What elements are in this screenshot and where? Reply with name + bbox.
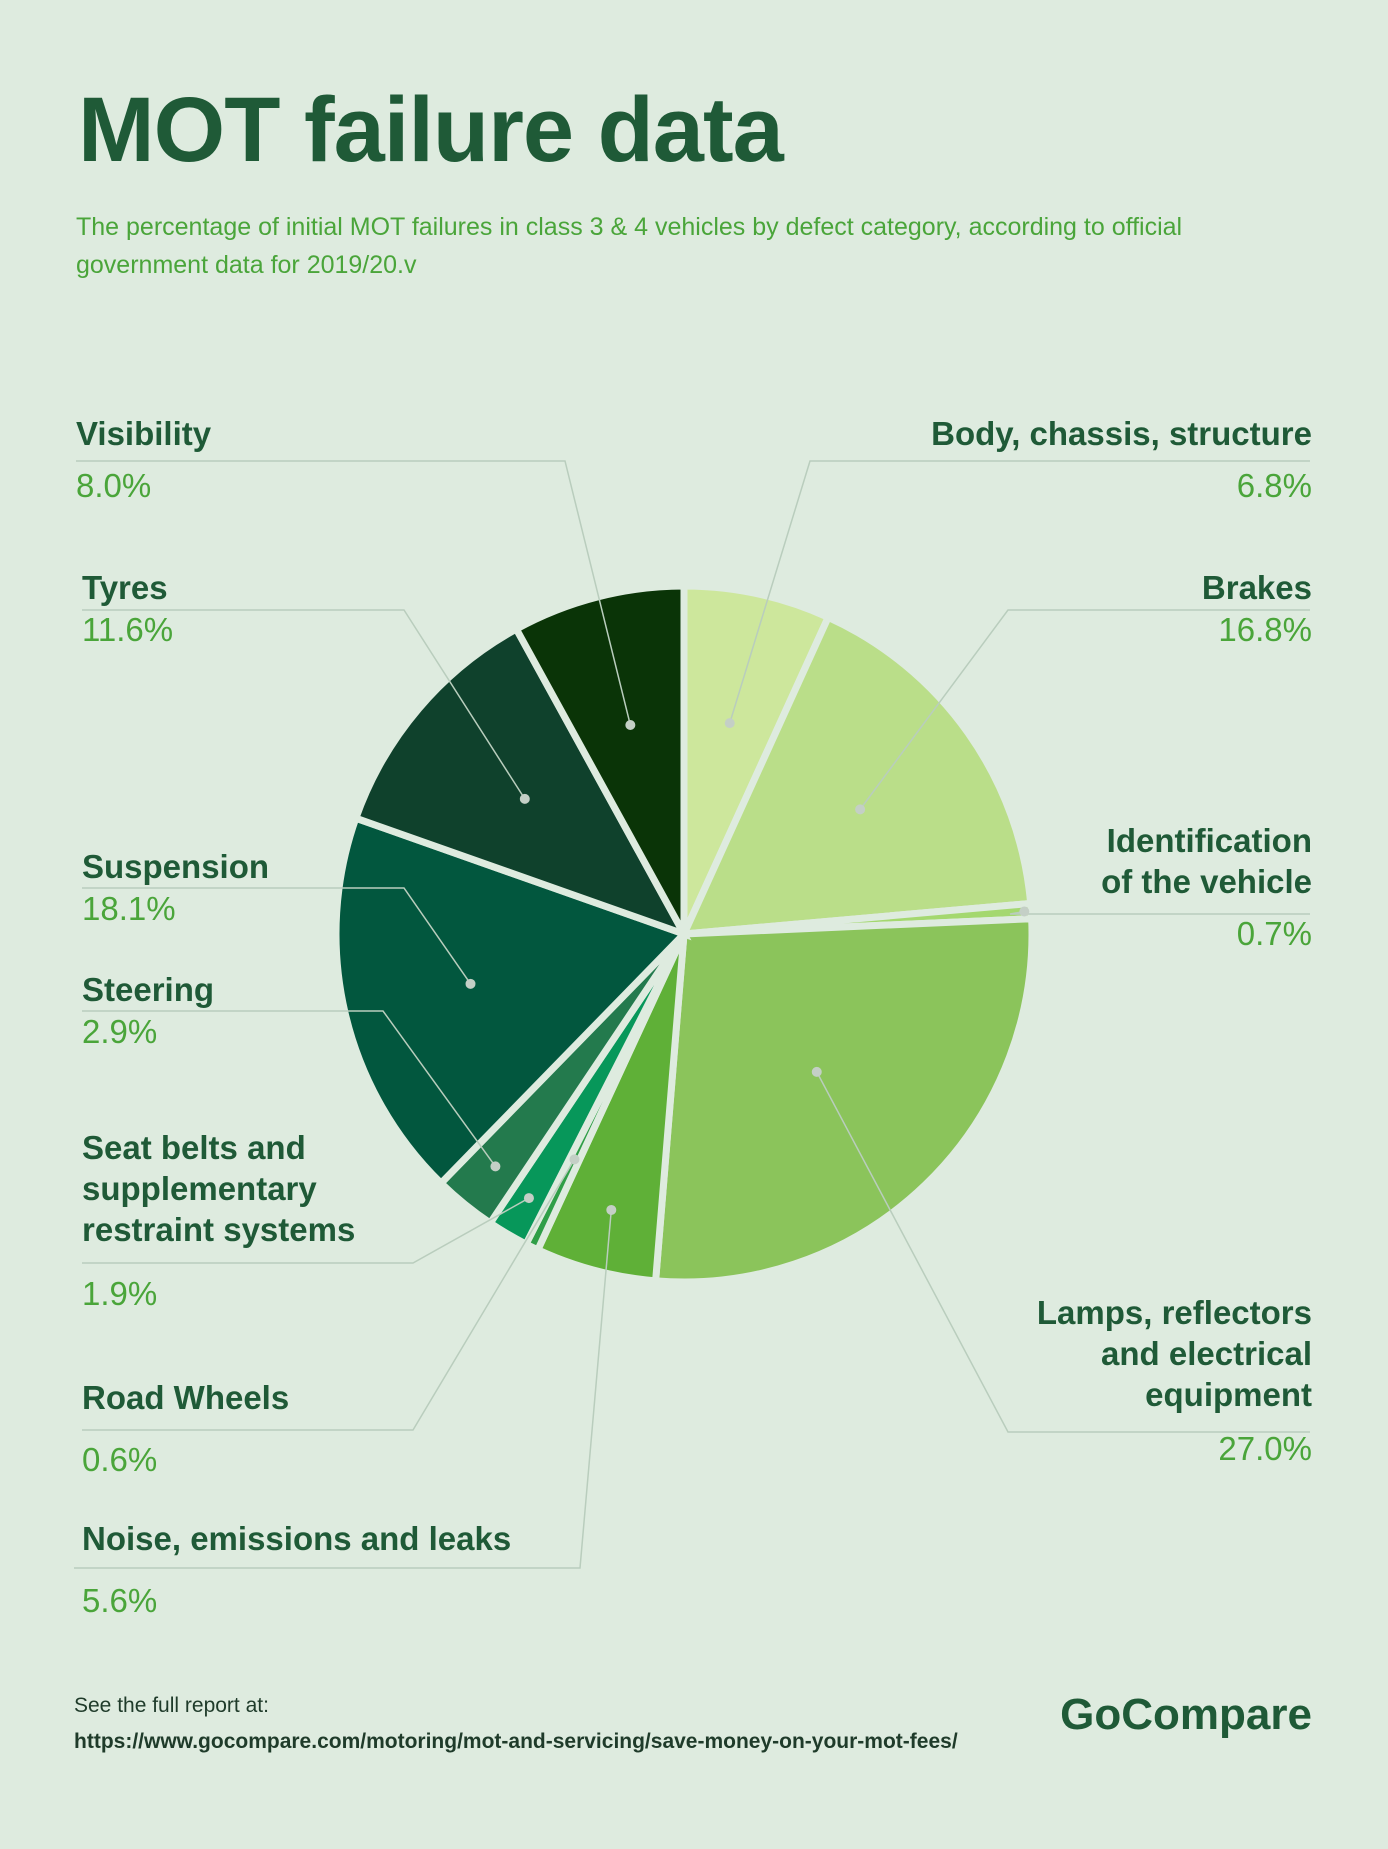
label-name: Body, chassis, structure [931, 415, 1312, 452]
label-percent: 0.7% [1236, 915, 1312, 952]
label-name: Road Wheels [82, 1379, 290, 1416]
label-name-line-1: Seat belts and [82, 1129, 306, 1166]
label-noise-emissions-leaks: Noise, emissions and leaks 5.6% [82, 1518, 511, 1621]
label-percent: 5.6% [82, 1582, 158, 1619]
leader-dot [1019, 906, 1030, 917]
leader-dot [606, 1204, 617, 1215]
page-subtitle: The percentage of initial MOT failures i… [76, 213, 1183, 279]
leader-line [82, 887, 472, 985]
leader-line [729, 460, 1310, 724]
gocompare-logo: GoCompare [1060, 1690, 1312, 1739]
leader-line [74, 1209, 613, 1569]
label-name-line-3: equipment [1145, 1376, 1312, 1413]
label-identification-of-the-vehicle: Identification of the vehicle 0.7% [1101, 820, 1312, 954]
label-percent: 2.9% [82, 1013, 158, 1050]
pie-slice-suspension [332, 813, 691, 1189]
leader-dot [569, 1154, 580, 1165]
label-percent: 27.0% [1218, 1430, 1312, 1467]
leader-line [859, 609, 1310, 810]
label-name-line-1: Identification [1106, 822, 1312, 859]
label-name-line-1: Lamps, reflectors [1036, 1294, 1312, 1331]
leader-line [816, 1071, 1310, 1433]
leader-dot [855, 804, 866, 815]
label-name-line-2: supplementary [82, 1170, 317, 1207]
leader-line [82, 1197, 530, 1264]
pie-slice-brakes [678, 612, 1035, 939]
page-title: MOT failure data [78, 79, 784, 181]
report-link[interactable]: https://www.gocompare.com/motoring/mot-a… [74, 1730, 958, 1753]
label-suspension: Suspension 18.1% [82, 846, 269, 929]
label-brakes: Brakes 16.8% [1202, 567, 1312, 650]
label-seat-belts: Seat belts and supplementary restraint s… [82, 1127, 355, 1314]
leader-line [76, 460, 632, 726]
leader-line [82, 1010, 497, 1167]
label-percent: 18.1% [82, 890, 176, 927]
leader-dot [811, 1066, 822, 1077]
leader-dot [465, 978, 476, 989]
label-road-wheels: Road Wheels 0.6% [82, 1377, 289, 1480]
leader-dot [724, 718, 735, 729]
label-percent: 1.9% [82, 1275, 158, 1312]
label-percent: 6.8% [1236, 467, 1312, 504]
label-name-line-2: of the vehicle [1101, 863, 1312, 900]
leader-line [82, 1158, 576, 1431]
label-name: Tyres [82, 569, 168, 606]
footer-note: See the full report at: [74, 1694, 269, 1717]
label-percent: 16.8% [1218, 611, 1312, 648]
pie-slice-tyres [351, 624, 692, 941]
label-name: Brakes [1201, 569, 1312, 606]
leader-dot [519, 793, 530, 804]
leader-dot [490, 1161, 501, 1172]
label-name: Suspension [82, 848, 270, 885]
label-percent: 11.6% [82, 611, 174, 648]
label-percent: 8.0% [76, 467, 152, 504]
pie-slice-lamps-reflectors-and-electrical-equipment [651, 915, 1036, 1286]
label-steering: Steering 2.9% [82, 969, 214, 1052]
label-lamps-reflectors-electrical: Lamps, reflectors and electrical equipme… [1037, 1292, 1312, 1469]
label-percent: 0.6% [82, 1441, 158, 1478]
label-body-chassis-structure: Body, chassis, structure 6.8% [931, 413, 1312, 506]
label-name-line-2: and electrical [1101, 1335, 1312, 1372]
leader-dot [625, 720, 636, 731]
label-name: Visibility [76, 415, 212, 452]
leader-dot [523, 1193, 534, 1204]
leader-line [82, 609, 526, 800]
label-tyres: Tyres 11.6% [82, 567, 173, 650]
label-name: Noise, emissions and leaks [82, 1520, 512, 1557]
label-name-line-3: restraint systems [82, 1211, 356, 1248]
pie-slice-visibility [511, 582, 688, 936]
label-visibility: Visibility 8.0% [76, 413, 211, 506]
label-name: Steering [82, 971, 215, 1008]
